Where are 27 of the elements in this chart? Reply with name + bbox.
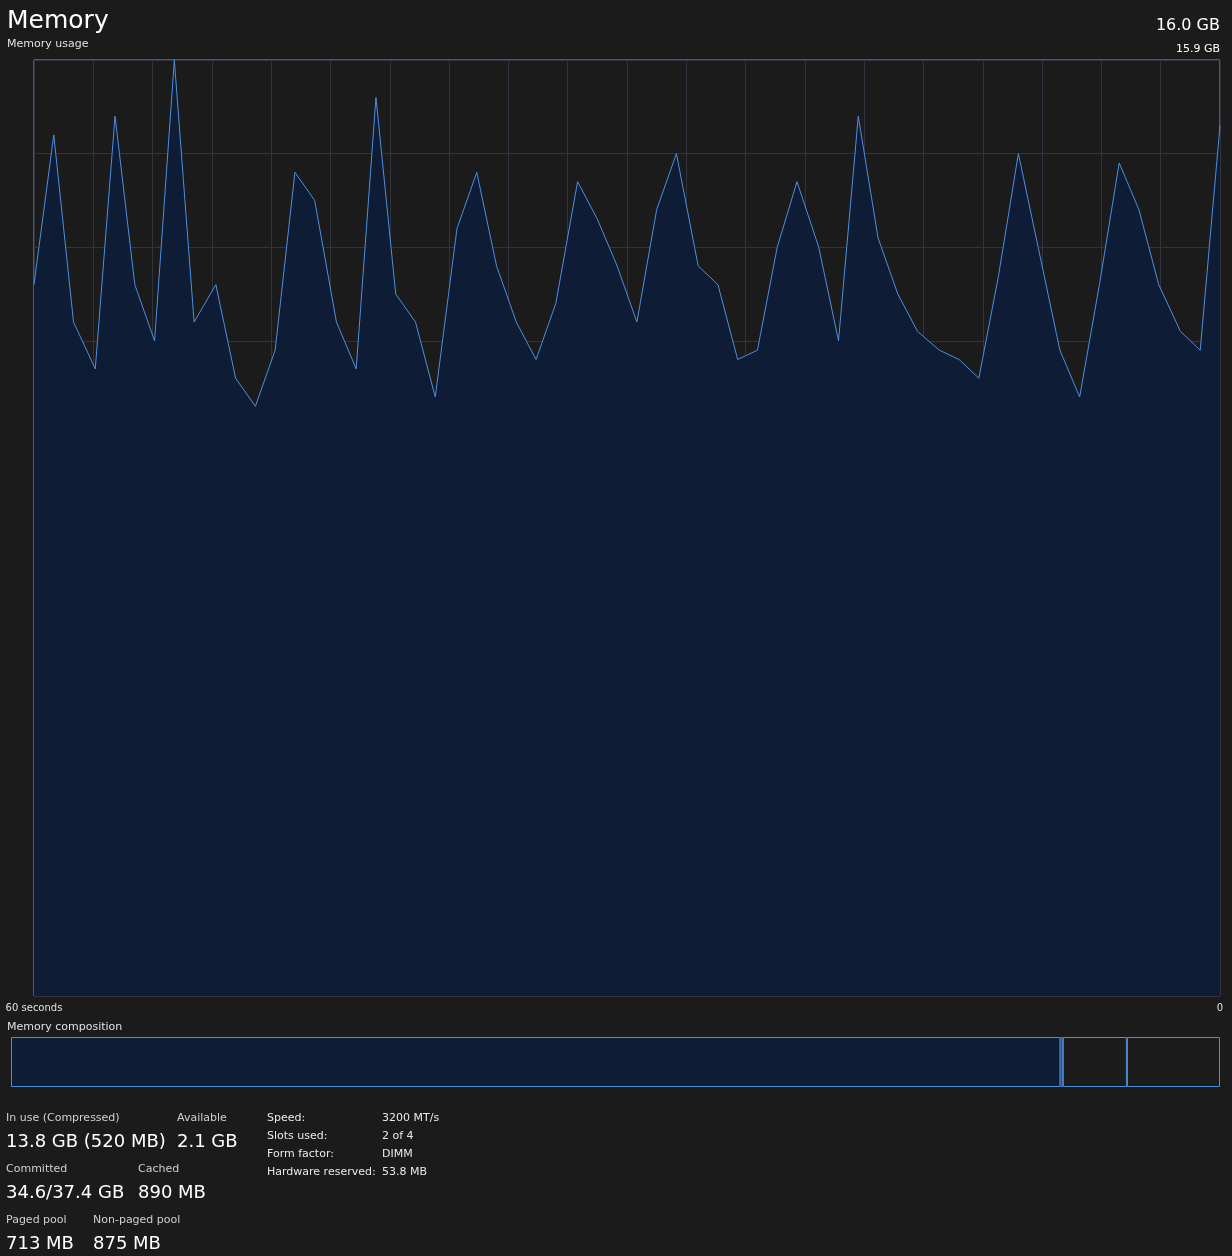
x-tick-label: 60 seconds (5, 1001, 63, 1013)
text: In use (Compressed) (6, 1111, 120, 1124)
chart-title: Memory (7, 5, 109, 34)
text: Non-paged pool (93, 1213, 181, 1226)
text: Cached (138, 1162, 180, 1175)
x-tick-label: 0 (1216, 1001, 1224, 1013)
text: 13.8 GB (520 MB) (6, 1130, 166, 1151)
text: Paged pool (6, 1213, 67, 1226)
text: Slots used: (267, 1129, 328, 1142)
chart-subtitle: Memory usage (7, 37, 89, 50)
text: Hardware reserved: (267, 1165, 376, 1178)
text: 713 MB (6, 1232, 74, 1253)
text: Speed: (267, 1111, 306, 1124)
text: 875 MB (93, 1232, 161, 1253)
text: 16.0 GB (1155, 14, 1220, 34)
text: 15.9 GB (1175, 42, 1220, 55)
text: 890 MB (138, 1181, 206, 1202)
text: 2 of 4 (382, 1129, 414, 1142)
text: Committed (6, 1162, 68, 1175)
text: Available (177, 1111, 227, 1124)
text: 3200 MT/s (382, 1111, 440, 1124)
text: DIMM (382, 1147, 413, 1160)
text: 2.1 GB (177, 1130, 238, 1151)
text: 34.6/37.4 GB (6, 1181, 125, 1202)
chart-title: Memory composition (7, 1020, 123, 1033)
text: 53.8 MB (382, 1165, 428, 1178)
text: Form factor: (267, 1147, 334, 1160)
